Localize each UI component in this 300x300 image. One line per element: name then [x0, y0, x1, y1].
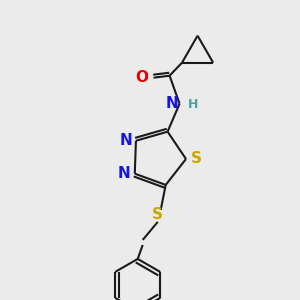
Text: N: N	[119, 133, 132, 148]
Text: S: S	[152, 207, 163, 222]
Text: N: N	[118, 166, 131, 181]
Text: O: O	[136, 70, 148, 85]
Text: H: H	[188, 98, 198, 111]
Text: N: N	[166, 96, 178, 111]
Text: S: S	[191, 152, 202, 166]
